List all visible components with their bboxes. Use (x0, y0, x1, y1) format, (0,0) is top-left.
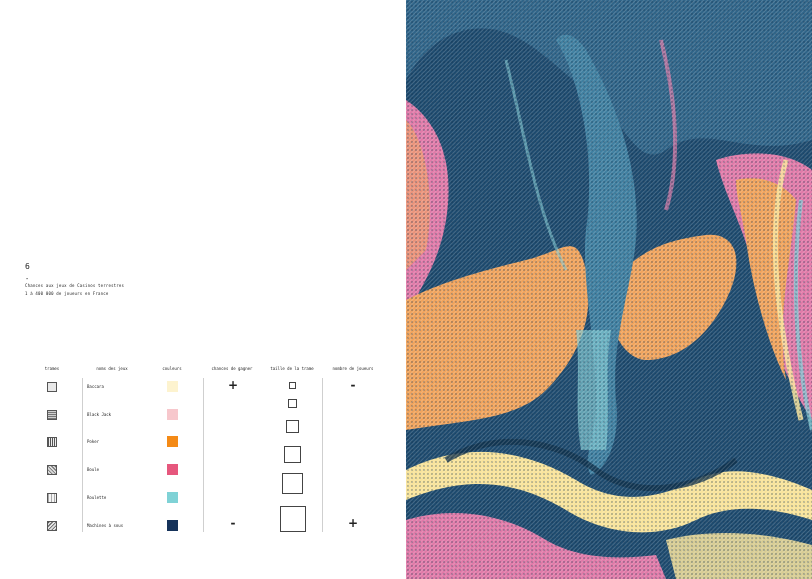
game-name: Black Jack (87, 412, 112, 417)
marbled-artwork (406, 0, 812, 579)
trame-pattern-black-jack (47, 410, 57, 420)
header-noms: noms des jeux (96, 366, 128, 371)
description-line-1: Chances aux jeux de Casinos terrestres (25, 283, 125, 288)
header-chances: chances de gagner (211, 366, 253, 371)
color-swatch-machines (167, 520, 178, 531)
game-name: Roulette (87, 495, 107, 500)
divider-line (203, 378, 204, 532)
players-minus: - (350, 378, 356, 392)
color-swatch-baccara (167, 381, 178, 392)
trame-pattern-baccara (47, 382, 57, 392)
description-line-2: 1 à 400 000 de joueurs en France (25, 291, 109, 296)
trame-size-square (286, 420, 299, 433)
trame-pattern-machines (47, 521, 57, 531)
header-trames: trames (44, 366, 60, 371)
header-taille: taille de la trame (270, 366, 314, 371)
trame-size-square (284, 446, 301, 463)
trame-size-square (282, 473, 303, 494)
legend-page: 6 - Chances aux jeux de Casinos terrestr… (25, 262, 374, 532)
chances-plus: + (227, 378, 239, 392)
trame-pattern-boule (47, 465, 57, 475)
trame-size-square (288, 399, 297, 408)
artwork-image (406, 0, 812, 579)
trame-pattern-roulette (47, 493, 57, 503)
game-name: Poker (87, 439, 100, 444)
divider-line (322, 378, 323, 532)
color-swatch-black-jack (167, 409, 178, 420)
chances-minus: - (230, 516, 236, 530)
game-name: Baccara (87, 384, 104, 389)
header-joueurs: nombre de joueurs (332, 366, 374, 371)
color-swatch-boule (167, 464, 178, 475)
trame-size-square (289, 382, 296, 389)
trame-size-square (280, 506, 306, 532)
game-name: Boule (87, 467, 100, 472)
trame-pattern-poker (47, 437, 57, 447)
header-couleurs: couleurs (162, 366, 182, 371)
color-swatch-poker (167, 436, 178, 447)
page-number: 6 (25, 262, 30, 271)
game-name: Machines à sous (87, 523, 124, 528)
separator-dash: - (25, 275, 30, 283)
players-plus: + (347, 516, 359, 530)
color-swatch-roulette (167, 492, 178, 503)
divider-line (82, 378, 83, 532)
